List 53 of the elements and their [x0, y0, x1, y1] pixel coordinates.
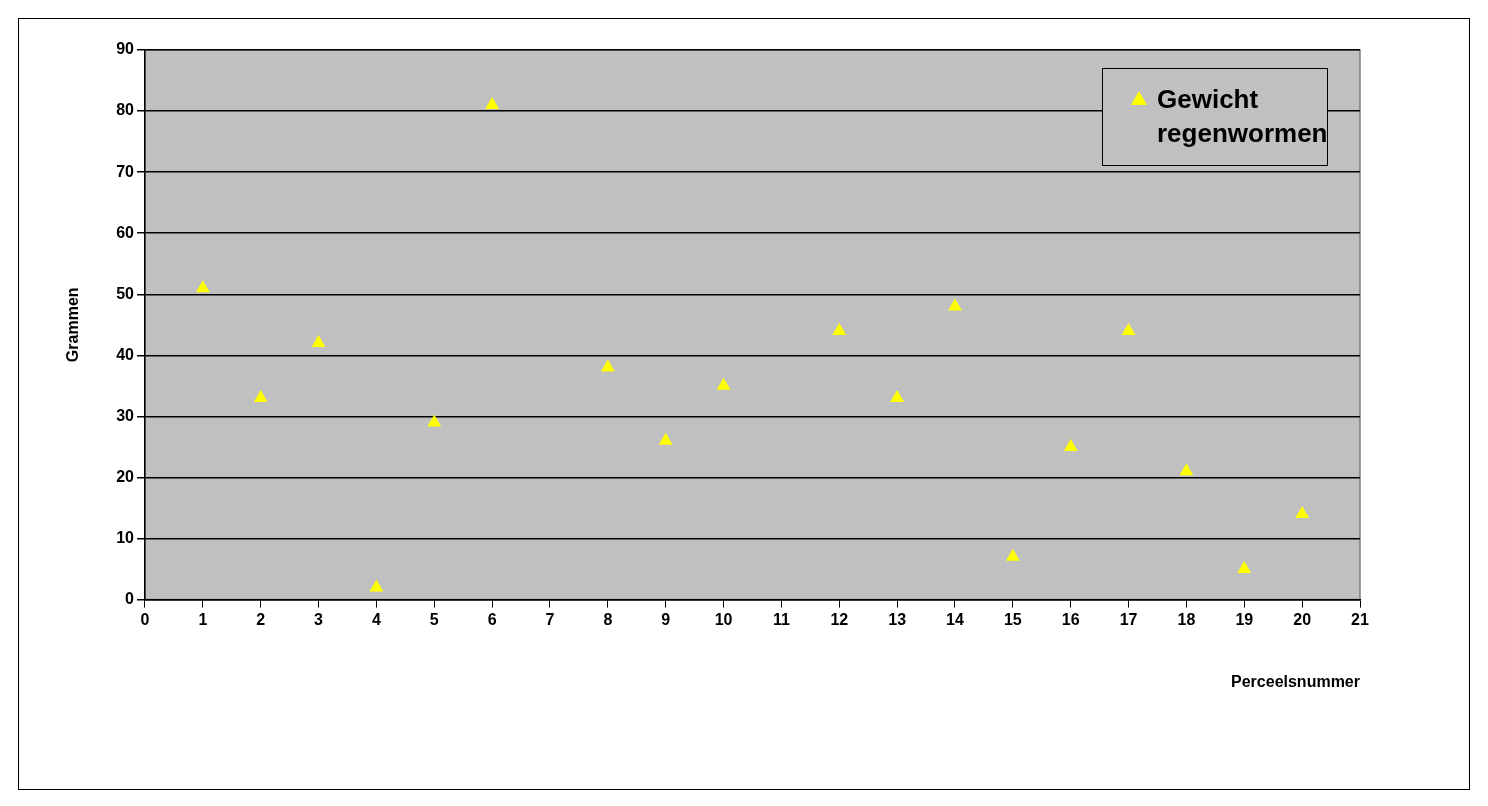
y-tick-label: 40	[116, 345, 135, 363]
y-tick-label: 10	[116, 528, 135, 546]
point	[1179, 463, 1194, 476]
y-tick-label: 50	[116, 284, 135, 302]
x-tick-label: 13	[888, 610, 907, 628]
x-tick-label: 3	[314, 610, 324, 628]
x-tick-label: 7	[545, 610, 555, 628]
x-tick-label: 8	[603, 610, 613, 628]
y-axis-title: Grammen	[64, 287, 82, 363]
y-tick-label: 20	[116, 467, 135, 485]
point	[600, 359, 615, 372]
x-tick-label: 12	[830, 610, 849, 628]
y-tick-label: 70	[116, 162, 135, 180]
point	[716, 377, 731, 390]
point	[890, 390, 905, 403]
x-tick-label: 15	[1003, 610, 1022, 628]
point	[658, 432, 673, 445]
x-tick-label: 6	[487, 610, 497, 628]
x-tick-label: 2	[256, 610, 266, 628]
point	[1237, 561, 1252, 574]
point	[253, 390, 268, 403]
point	[948, 298, 962, 311]
x-tick-label: 10	[714, 610, 733, 628]
point	[1063, 438, 1078, 451]
x-tick-label: 11	[772, 610, 790, 628]
point	[832, 322, 847, 335]
x-tick-label: 16	[1061, 610, 1080, 628]
point	[195, 280, 210, 293]
x-tick-label: 1	[198, 610, 208, 628]
y-tick-label: 0	[125, 590, 135, 608]
x-tick-label: 19	[1235, 610, 1254, 628]
y-tick-label: 60	[116, 223, 135, 241]
point	[485, 96, 500, 109]
point	[311, 335, 326, 348]
x-tick-label: 21	[1351, 610, 1369, 628]
legend-label: Gewicht regenwormen	[1157, 83, 1328, 150]
y-tick-label: 30	[116, 406, 135, 424]
point	[1121, 322, 1136, 335]
x-tick-label: 20	[1293, 610, 1312, 628]
y-tick-label: 80	[116, 101, 135, 119]
point	[1295, 506, 1310, 519]
x-tick-label: 4	[371, 610, 381, 628]
x-tick-label: 9	[661, 610, 671, 628]
y-tick-label: 90	[116, 40, 135, 58]
x-tick-label: 17	[1119, 610, 1138, 628]
x-tick-label: 5	[429, 610, 439, 628]
point	[369, 579, 384, 592]
point	[427, 414, 442, 427]
x-tick-label: 0	[140, 610, 150, 628]
x-tick-label: 18	[1177, 610, 1196, 628]
x-tick-label: 14	[946, 610, 964, 628]
x-axis-title: Perceelsnummer	[1231, 672, 1360, 690]
point	[1005, 548, 1020, 561]
